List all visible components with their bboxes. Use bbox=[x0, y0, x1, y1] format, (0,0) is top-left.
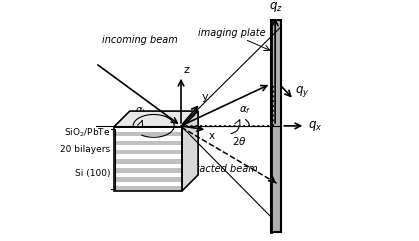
Polygon shape bbox=[114, 111, 198, 127]
Polygon shape bbox=[114, 168, 182, 173]
Polygon shape bbox=[114, 186, 182, 191]
Text: Si (100): Si (100) bbox=[75, 169, 110, 178]
Bar bbox=[271, 20, 281, 232]
Polygon shape bbox=[114, 150, 182, 154]
Text: $q_y$: $q_y$ bbox=[295, 84, 309, 99]
Polygon shape bbox=[114, 159, 182, 163]
Polygon shape bbox=[114, 127, 182, 191]
Text: $q_x$: $q_x$ bbox=[308, 119, 322, 133]
Polygon shape bbox=[114, 141, 182, 145]
Text: $\alpha_f$: $\alpha_f$ bbox=[239, 104, 251, 116]
Polygon shape bbox=[114, 132, 182, 136]
Text: $q_z$: $q_z$ bbox=[269, 0, 283, 14]
Text: refracted beam: refracted beam bbox=[182, 163, 258, 174]
Text: imaging plate: imaging plate bbox=[199, 28, 266, 38]
Polygon shape bbox=[114, 177, 182, 182]
Polygon shape bbox=[182, 111, 198, 191]
Text: SiO$_2$/PbTe: SiO$_2$/PbTe bbox=[64, 127, 110, 139]
Text: 20 bilayers: 20 bilayers bbox=[60, 145, 110, 154]
Text: incoming beam: incoming beam bbox=[102, 35, 178, 45]
Text: $2\theta$: $2\theta$ bbox=[232, 135, 246, 147]
Text: z: z bbox=[184, 65, 190, 75]
Text: y: y bbox=[202, 92, 208, 102]
Text: $\alpha_i$: $\alpha_i$ bbox=[134, 105, 145, 117]
Text: x: x bbox=[208, 131, 215, 141]
